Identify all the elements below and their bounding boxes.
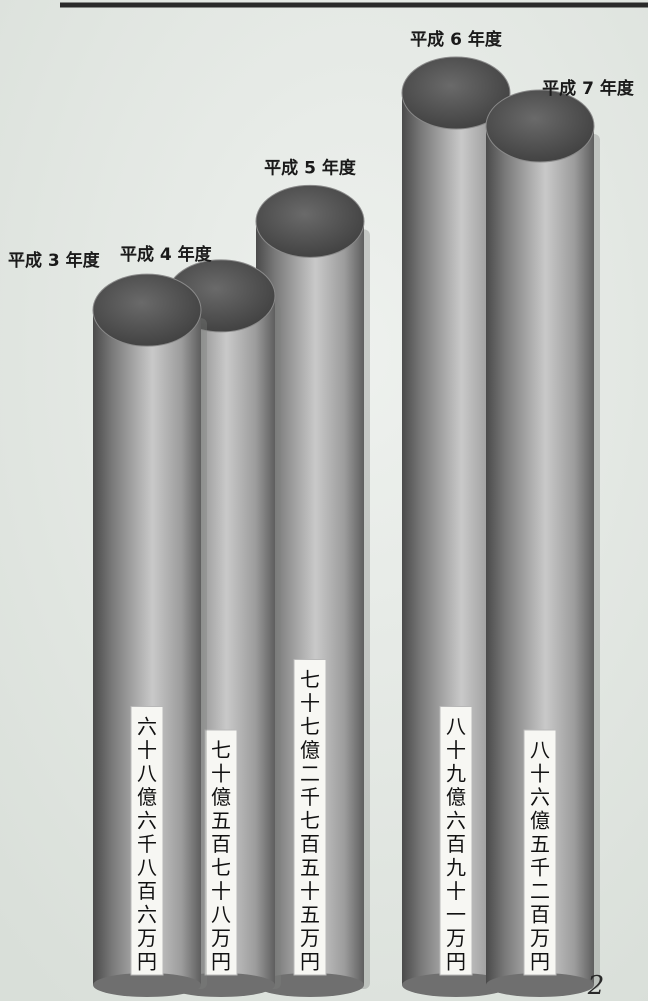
value-label: 七十七億二千七百五十五万円 [300,668,320,974]
value-label: 七十億五百七十八万円 [211,738,231,974]
bar-5: 八十六億五千二百万円 平成 7 年度 [485,78,635,997]
value-label: 八十六億五千二百万円 [530,738,550,974]
bar-base [402,973,510,997]
value-label-box [439,706,473,976]
category-label: 平成 5 年度 [264,157,357,178]
bar-base [256,973,364,997]
bar-top-cap [92,273,202,347]
value-label-box [130,706,164,976]
bar-1: 六十八億六千八百六万円 平成 3 年度 [8,250,207,997]
category-label: 平成 3 年度 [8,250,101,271]
value-label: 八十九億六百九十一万円 [446,715,466,974]
value-label-box [523,729,557,976]
bar-top-cap [401,56,511,130]
value-label: 六十八億六千八百六万円 [137,715,157,974]
category-label: 平成 7 年度 [542,78,635,99]
category-label: 平成 6 年度 [410,29,503,50]
bar-base [93,973,201,997]
value-label-box [204,729,238,976]
bar-top-cap [485,89,595,163]
value-label-box [293,659,327,976]
bar-top-cap [255,184,365,258]
bar-base [486,973,594,997]
page-number: 2 [587,971,605,1001]
category-label: 平成 4 年度 [120,244,213,265]
